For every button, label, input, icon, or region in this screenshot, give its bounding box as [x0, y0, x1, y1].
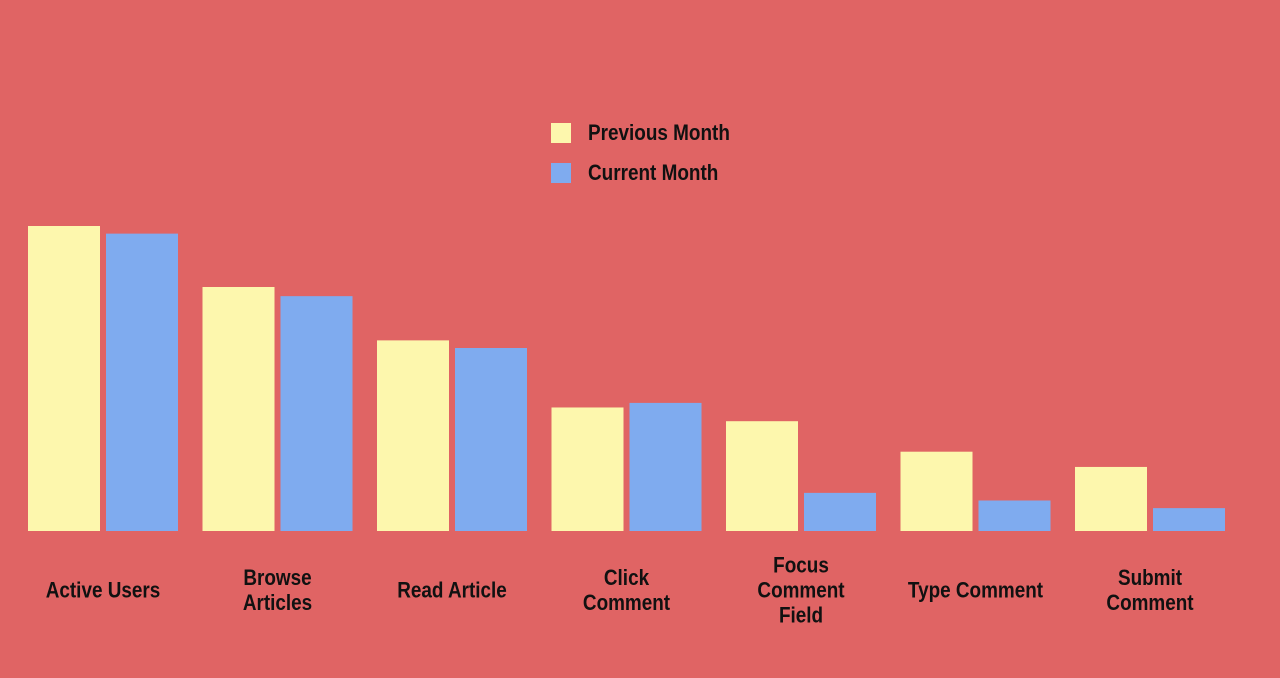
- legend-item-previous-month: Previous Month: [551, 113, 753, 153]
- bar-current-month-type-comment: [978, 500, 1051, 531]
- bar-current-month-active-users: [106, 233, 178, 531]
- bar-previous-month-read-article: [377, 340, 449, 531]
- category-label-click-comment: Click Comment: [583, 565, 670, 615]
- bar-previous-month-active-users: [28, 226, 100, 531]
- category-label-browse-articles: Browse Articles: [243, 565, 312, 615]
- category-label-submit-comment: Submit Comment: [1106, 565, 1193, 615]
- bar-previous-month-click-comment: [551, 407, 624, 531]
- category-label-type-comment: Type Comment: [908, 578, 1043, 603]
- legend-label-previous-month: Previous Month: [588, 120, 730, 145]
- bar-current-month-focus-comment-field: [804, 492, 876, 531]
- bar-previous-month-type-comment: [900, 451, 973, 531]
- bar-previous-month-browse-articles: [202, 287, 275, 531]
- legend-swatch-previous-month: [551, 123, 571, 143]
- category-label-active-users: Active Users: [46, 578, 161, 603]
- bar-current-month-read-article: [455, 348, 527, 531]
- bar-previous-month-focus-comment-field: [726, 421, 798, 531]
- bar-current-month-click-comment: [629, 402, 702, 531]
- legend-swatch-current-month: [551, 163, 571, 183]
- category-label-focus-comment-field: Focus Comment Field: [757, 553, 844, 628]
- category-label-read-article: Read Article: [397, 578, 507, 603]
- legend-label-current-month: Current Month: [588, 160, 719, 185]
- legend: Previous Month Current Month: [551, 113, 753, 193]
- bar-current-month-submit-comment: [1153, 508, 1225, 531]
- bar-current-month-browse-articles: [280, 296, 353, 531]
- bar-previous-month-submit-comment: [1075, 466, 1147, 531]
- legend-item-current-month: Current Month: [551, 153, 753, 193]
